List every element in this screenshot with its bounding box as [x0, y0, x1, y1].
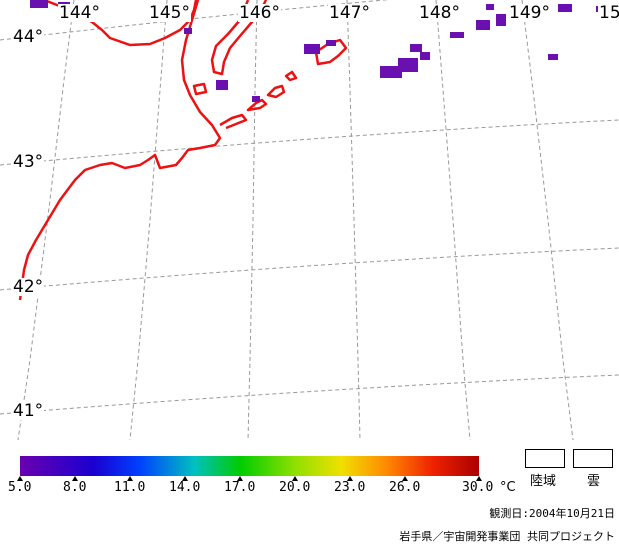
longitude-grid — [17, 0, 574, 440]
colorbar-tick-label: 17.0 — [224, 480, 256, 495]
longitude-label: 149° — [508, 3, 551, 23]
cloud-legend-swatch — [573, 449, 613, 468]
land-legend-label: 陸域 — [530, 474, 557, 489]
longitude-label: 147° — [328, 3, 371, 23]
colorbar-tick-label: 20.0 — [279, 480, 311, 495]
temperature-unit: °C — [500, 480, 516, 495]
credit-line: 岩手県／宇宙開発事業団 共同プロジェクト — [399, 530, 615, 543]
latitude-grid — [0, 0, 619, 415]
latitude-label: 43° — [12, 152, 45, 172]
latitude-label: 41° — [12, 401, 45, 421]
longitude-label: 146° — [238, 3, 281, 23]
longitude-label: 15 — [598, 4, 619, 22]
colorbar-tick-label: 23.0 — [334, 480, 366, 495]
colorbar-gradient — [20, 456, 479, 476]
longitude-label: 144° — [58, 3, 101, 23]
temperature-colorbar — [17, 456, 482, 481]
longitude-label: 145° — [148, 3, 191, 23]
cloud-legend-label: 雲 — [587, 474, 601, 489]
colorbar-tick-label: 8.0 — [63, 480, 87, 495]
observation-date: 観測日:2004年10月21日 — [489, 507, 615, 520]
colorbar-tick-label: 5.0 — [8, 480, 32, 495]
latitude-label: 44° — [12, 27, 45, 47]
colorbar-tick-label: 11.0 — [114, 480, 146, 495]
colorbar-tick-label: 30.0 — [462, 480, 494, 495]
land-legend-swatch — [525, 449, 565, 468]
sea-surface-temperature-map — [0, 0, 619, 440]
latitude-label: 42° — [12, 277, 45, 297]
longitude-label: 148° — [418, 3, 461, 23]
colorbar-ticks — [17, 476, 482, 481]
colorbar-tick-label: 14.0 — [169, 480, 201, 495]
coastline — [18, 0, 348, 301]
colorbar-tick-label: 26.0 — [389, 480, 421, 495]
